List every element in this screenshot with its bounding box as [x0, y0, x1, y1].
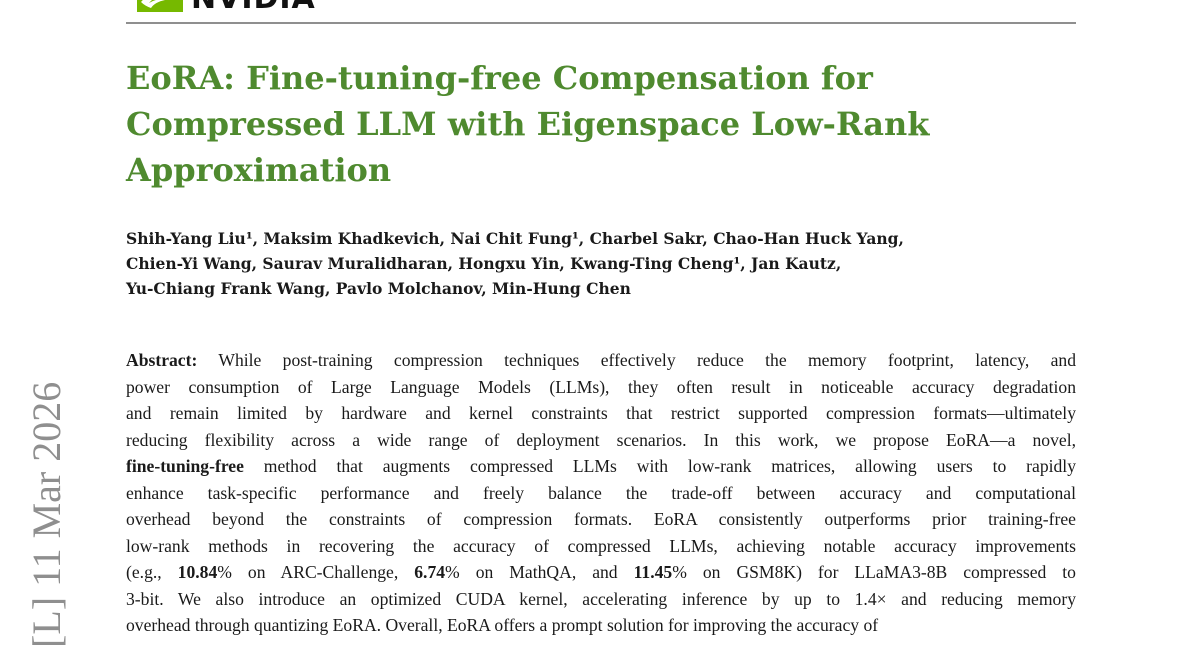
header-rule	[126, 22, 1076, 24]
abstract-line: (e.g., 10.84% on ARC-Challenge, 6.74% on…	[126, 562, 1076, 582]
abstract-line: power consumption of Large Language Mode…	[126, 376, 1076, 397]
author-line: Yu-Chiang Frank Wang, Pavlo Molchanov, M…	[126, 279, 631, 298]
abstract-line: Abstract: While post-training compressio…	[126, 350, 1076, 370]
paper-title: EoRA: Fine-tuning-free Compensation for …	[126, 55, 1066, 193]
abstract-line: low-rank methods in recovering the accur…	[126, 535, 1076, 556]
emphasis-text: fine-tuning-free	[126, 456, 244, 476]
title-line: EoRA: Fine-tuning-free Compensation for	[126, 59, 873, 97]
abstract-line: and remain limited by hardware and kerne…	[126, 403, 1076, 423]
metric-value: 6.74	[414, 562, 446, 582]
abstract-line: fine-tuning-free method that augments co…	[126, 456, 1076, 476]
author-line: Chien-Yi Wang, Saurav Muralidharan, Hong…	[126, 254, 842, 273]
title-line: Approximation	[126, 151, 392, 189]
abstract-line: enhance task-specific performance and fr…	[126, 482, 1076, 503]
author-list: Shih-Yang Liu¹, Maksim Khadkevich, Nai C…	[126, 226, 1076, 301]
author-line: Shih-Yang Liu¹, Maksim Khadkevich, Nai C…	[126, 229, 904, 248]
abstract-line: reducing flexibility across a wide range…	[126, 429, 1076, 450]
nvidia-logo: NVIDIA	[137, 0, 316, 14]
arxiv-side-stamp: [L] 11 Mar 2026	[24, 381, 69, 648]
abstract-line: overhead through quantizing EoRA. Overal…	[126, 615, 879, 635]
abstract-label: Abstract:	[126, 350, 198, 370]
logo-text: NVIDIA	[191, 0, 316, 14]
metric-value: 11.45	[633, 562, 673, 582]
abstract: Abstract: While post-training compressio…	[126, 347, 1076, 639]
metric-value: 10.84	[177, 562, 218, 582]
abstract-line: 3-bit. We also introduce an optimized CU…	[126, 588, 1076, 609]
abstract-line: overhead beyond the constraints of compr…	[126, 509, 1076, 529]
nvidia-eye-icon	[137, 0, 183, 12]
title-line: Compressed LLM with Eigenspace Low-Rank	[126, 105, 930, 143]
